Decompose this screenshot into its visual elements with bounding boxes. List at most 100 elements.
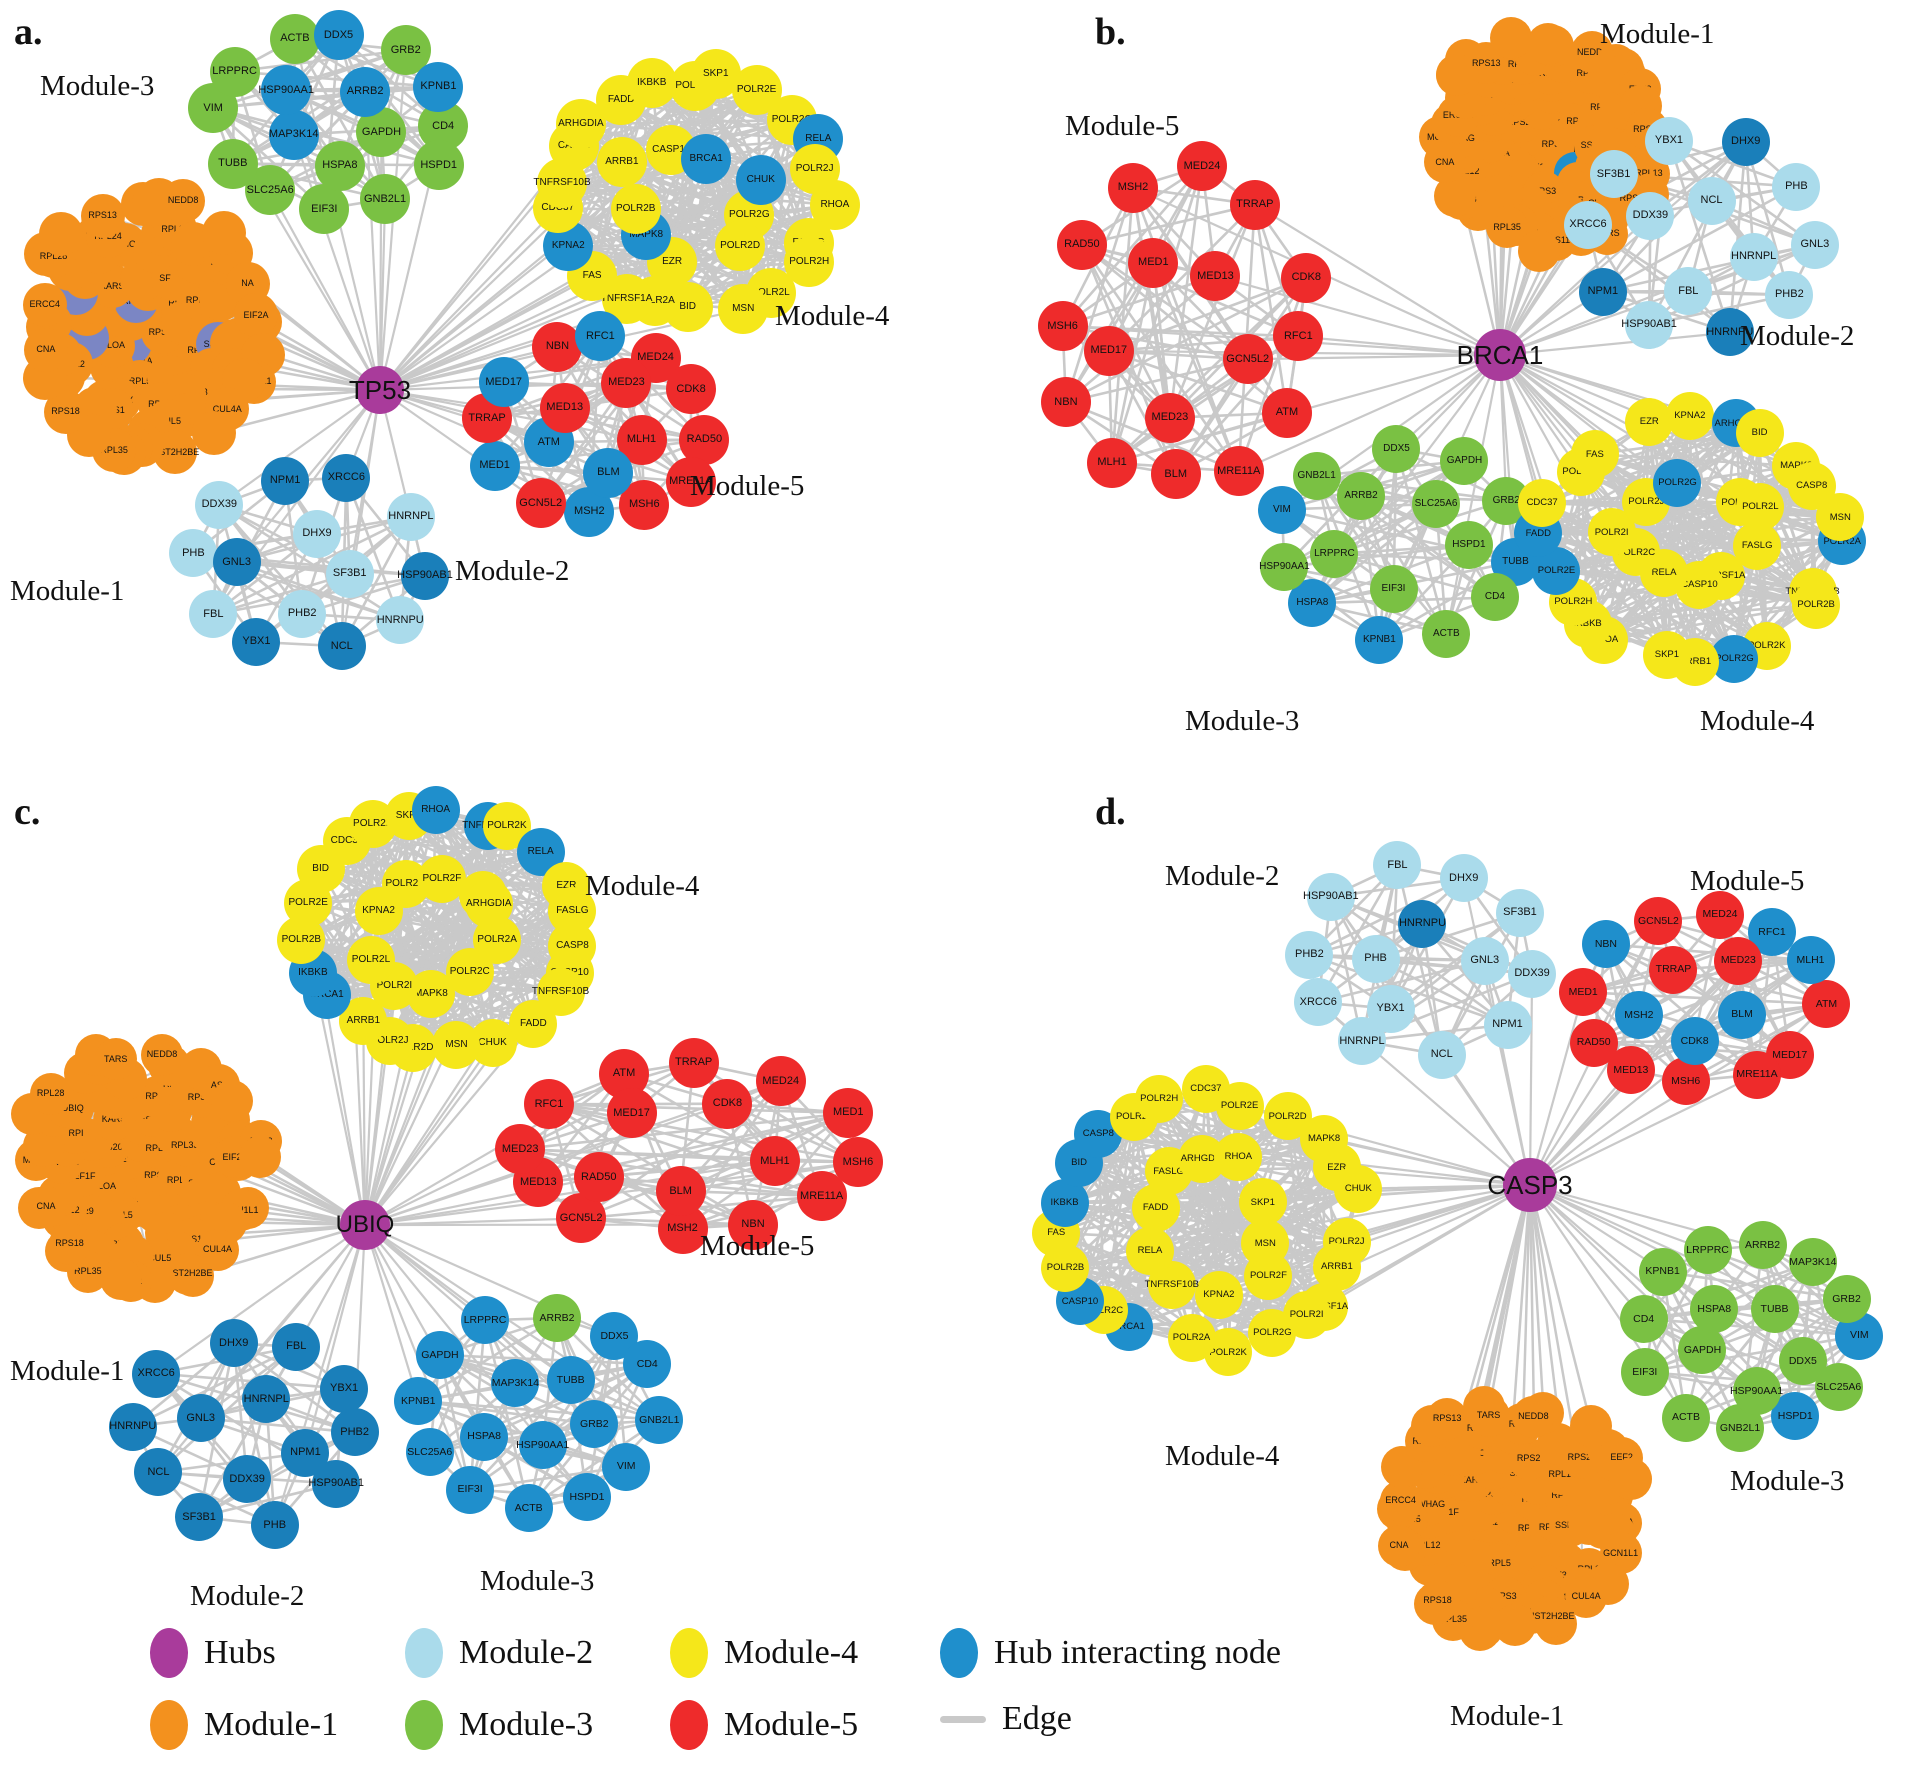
module2-node[interactable]: PHB2: [1285, 930, 1334, 979]
module5-node[interactable]: TRRAP: [1649, 945, 1698, 994]
module5-node[interactable]: MLH1: [749, 1136, 800, 1187]
module1-node[interactable]: EIF2A: [234, 293, 279, 338]
module5-node[interactable]: MED13: [1190, 251, 1241, 302]
module4-node[interactable]: RHOA: [1214, 1133, 1263, 1182]
module2-node[interactable]: YBX1: [320, 1364, 369, 1413]
module2-node[interactable]: PHB: [250, 1501, 299, 1550]
module2-node[interactable]: HNRNPL: [386, 492, 435, 541]
hub-node-TP53[interactable]: TP53: [349, 366, 411, 414]
module3-node[interactable]: MAP3K14: [268, 109, 319, 160]
module1-node[interactable]: CNA: [1423, 141, 1466, 184]
module5-node[interactable]: MRE11A: [796, 1171, 847, 1222]
module3-node[interactable]: VIM: [602, 1442, 651, 1491]
module5-node[interactable]: BLM: [1150, 449, 1201, 500]
module2-node[interactable]: HNRNPL: [242, 1375, 291, 1424]
module2-node[interactable]: NCL: [1417, 1030, 1466, 1079]
module4-node[interactable]: SKP1: [1238, 1178, 1287, 1227]
module2-node[interactable]: HNRNPL: [1729, 232, 1778, 281]
module3-node[interactable]: GAPDH: [1678, 1326, 1727, 1375]
module5-node[interactable]: MED23: [495, 1124, 546, 1175]
module4-node[interactable]: POLR2E: [1215, 1081, 1264, 1130]
module3-node[interactable]: KPNB1: [1638, 1247, 1687, 1296]
module2-node[interactable]: GNL3: [212, 538, 261, 587]
module5-node[interactable]: MED17: [1083, 325, 1134, 376]
module3-node[interactable]: GRB2: [570, 1400, 619, 1449]
module2-node[interactable]: HNRNPU: [108, 1402, 157, 1451]
module3-node[interactable]: KPNB1: [394, 1376, 443, 1425]
module5-node[interactable]: MED1: [1559, 968, 1608, 1017]
module2-node[interactable]: SF3B1: [325, 549, 374, 598]
module3-node[interactable]: EIF3I: [446, 1465, 495, 1514]
module1-node[interactable]: [239, 1136, 282, 1179]
module2-node[interactable]: PHB2: [330, 1408, 379, 1457]
module4-node[interactable]: POLR2L: [346, 936, 395, 985]
module2-node[interactable]: GNL3: [176, 1394, 225, 1443]
module1-node[interactable]: [38, 212, 83, 257]
module1-node[interactable]: [1490, 16, 1533, 59]
module5-node[interactable]: GCN5L2: [1222, 334, 1273, 385]
module2-node[interactable]: NCL: [134, 1448, 183, 1497]
module5-node[interactable]: NBN: [1040, 377, 1091, 428]
module3-node[interactable]: DDX5: [1778, 1336, 1827, 1385]
module4-node[interactable]: POLR2B: [610, 183, 661, 234]
hub-node-BRCA1[interactable]: BRCA1: [1457, 329, 1543, 381]
module2-node[interactable]: NPM1: [261, 456, 310, 505]
module2-node[interactable]: DDX39: [1508, 949, 1557, 998]
module5-node[interactable]: ATM: [1802, 980, 1851, 1029]
module2-node[interactable]: FBL: [1664, 267, 1713, 316]
module3-node[interactable]: SLC25A6: [1412, 479, 1461, 528]
module4-node[interactable]: BRCA1: [681, 133, 732, 184]
module3-node[interactable]: EIF3I: [299, 184, 350, 235]
module2-node[interactable]: NPM1: [281, 1428, 330, 1477]
module4-node[interactable]: POLR2B: [1792, 580, 1841, 629]
module2-node[interactable]: NCL: [317, 622, 366, 671]
module5-node[interactable]: RAD50: [573, 1152, 624, 1203]
module3-node[interactable]: EIF3I: [1369, 564, 1418, 613]
module5-node[interactable]: BLM: [1718, 990, 1767, 1039]
module2-node[interactable]: DHX9: [1439, 854, 1488, 903]
module3-node[interactable]: HSP90AA1: [516, 1420, 569, 1469]
module2-node[interactable]: NPM1: [1578, 267, 1627, 316]
module4-node[interactable]: FAS: [1570, 430, 1619, 479]
module5-node[interactable]: MRE11A: [1732, 1050, 1781, 1099]
module3-node[interactable]: KPNB1: [1355, 616, 1404, 665]
module4-node[interactable]: POLR2F: [1244, 1251, 1293, 1300]
module3-node[interactable]: DDX5: [1372, 424, 1421, 473]
module5-node[interactable]: RFC1: [575, 311, 626, 362]
module3-node[interactable]: CD4: [623, 1340, 672, 1389]
module3-node[interactable]: EIF3I: [1620, 1348, 1669, 1396]
module3-node[interactable]: GAPDH: [415, 1330, 464, 1379]
module4-node[interactable]: FADD: [509, 999, 558, 1048]
module4-node[interactable]: BID: [1735, 408, 1784, 457]
module3-node[interactable]: HSP90AA1: [1259, 543, 1310, 592]
module2-node[interactable]: HNRNPU: [1398, 899, 1447, 948]
module1-node[interactable]: [201, 211, 246, 256]
module1-node[interactable]: RPS18: [1416, 1579, 1459, 1622]
module4-node[interactable]: POLR2H: [1135, 1075, 1184, 1124]
hub-node-UBIQ[interactable]: UBIQ: [336, 1200, 394, 1250]
module3-node[interactable]: GNB2L1: [1292, 451, 1341, 500]
module3-node[interactable]: ACTB: [504, 1484, 553, 1533]
module5-node[interactable]: MLH1: [1786, 936, 1835, 985]
module4-node[interactable]: CDC37: [1518, 478, 1567, 527]
module5-node[interactable]: MSH6: [1037, 301, 1088, 352]
module5-node[interactable]: MSH2: [1614, 990, 1663, 1039]
module2-node[interactable]: YBX1: [232, 617, 281, 666]
module4-node[interactable]: ARRB1: [596, 137, 647, 188]
module5-node[interactable]: NBN: [532, 321, 583, 372]
module3-node[interactable]: LRPPRC: [461, 1296, 510, 1345]
module5-node[interactable]: MLH1: [1087, 437, 1138, 488]
module3-node[interactable]: CD4: [1470, 573, 1519, 622]
module1-node[interactable]: [1610, 1458, 1653, 1501]
module2-node[interactable]: XRCC6: [322, 453, 371, 502]
module5-node[interactable]: MED1: [1128, 237, 1179, 288]
module3-node[interactable]: HSPA8: [460, 1412, 509, 1461]
module5-node[interactable]: MED23: [601, 357, 652, 408]
module3-node[interactable]: HSPD1: [1444, 521, 1493, 570]
module3-node[interactable]: VIM: [1257, 485, 1306, 534]
module5-node[interactable]: RFC1: [1273, 311, 1324, 362]
module5-node[interactable]: NBN: [728, 1199, 779, 1250]
module2-node[interactable]: DHX9: [209, 1319, 258, 1368]
module2-node[interactable]: PHB2: [1765, 270, 1814, 319]
module5-node[interactable]: CDK8: [1670, 1016, 1719, 1065]
